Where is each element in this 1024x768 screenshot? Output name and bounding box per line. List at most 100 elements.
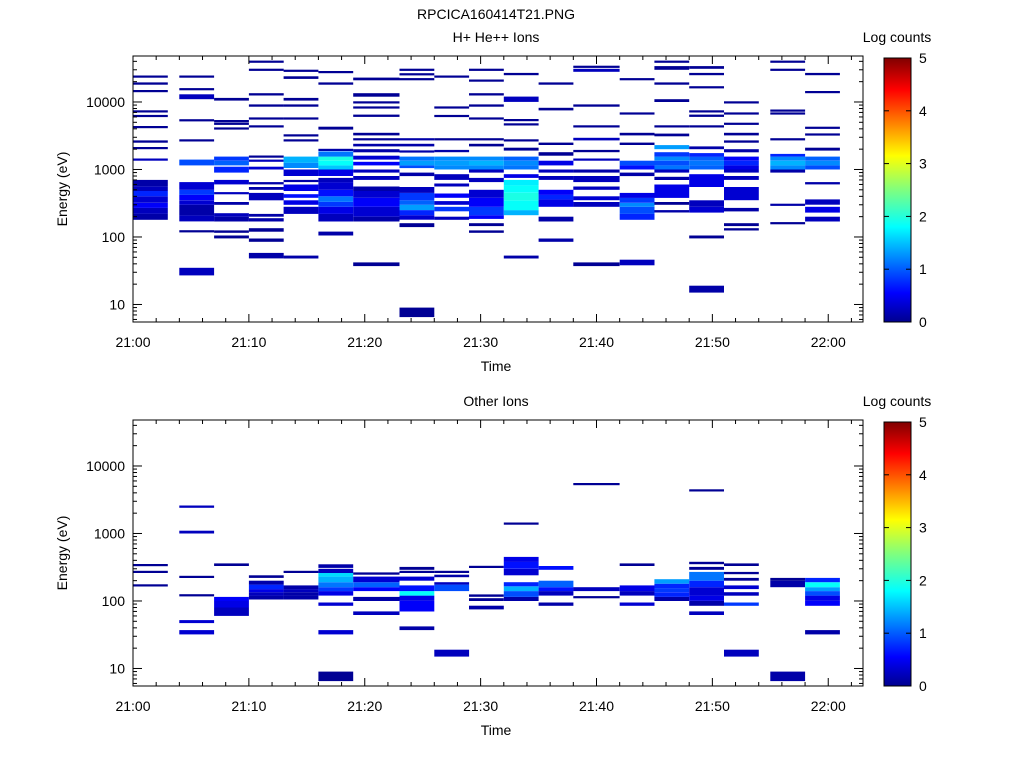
heatmap-cell	[724, 169, 759, 173]
heatmap-cell	[770, 138, 806, 141]
heatmap-cell	[469, 68, 504, 71]
heatmap-cell	[538, 176, 574, 180]
x-tick-label: 21:40	[579, 334, 614, 350]
heatmap-cell	[248, 93, 284, 96]
heatmap-cell	[805, 595, 840, 601]
x-tick-label: 21:20	[347, 698, 382, 714]
heatmap-cell	[724, 176, 759, 180]
heatmap-cell	[689, 72, 724, 76]
colorbar-tick-label: 4	[919, 467, 927, 483]
panel-bottom-y-label: Energy (eV)	[54, 516, 70, 591]
heatmap-cell	[318, 213, 354, 222]
heatmap-cell	[503, 522, 539, 525]
heatmap-cell	[248, 159, 284, 162]
heatmap-cell	[353, 191, 400, 198]
heatmap-cell	[318, 630, 354, 635]
heatmap-cell	[399, 138, 435, 141]
panel-bottom-colorbar-scale	[883, 421, 912, 687]
heatmap-cell	[503, 591, 539, 597]
heatmap-cell	[434, 75, 470, 78]
x-tick-label: 21:10	[231, 334, 266, 350]
heatmap-cell	[283, 179, 319, 183]
heatmap-cell	[353, 77, 400, 81]
heatmap-cell	[318, 169, 354, 176]
heatmap-cell	[399, 307, 435, 318]
heatmap-cell	[133, 82, 168, 85]
heatmap-cell	[805, 133, 840, 136]
heatmap-cell	[538, 566, 574, 570]
heatmap-cell	[724, 156, 759, 161]
heatmap-cell	[538, 142, 574, 145]
heatmap-cell	[318, 160, 354, 166]
heatmap-cell	[248, 238, 284, 242]
heatmap-cell	[805, 587, 840, 592]
heatmap-cell	[503, 123, 539, 126]
panel-bottom-x-label: Time	[481, 722, 512, 738]
heatmap-cell	[469, 215, 504, 219]
heatmap-cell	[619, 602, 655, 606]
heatmap-cell	[689, 587, 724, 596]
y-tick-label: 10000	[86, 94, 125, 110]
panel-bottom-y-ticks: 10 100 1000 10000	[86, 424, 863, 684]
heatmap-cell	[179, 630, 215, 635]
heatmap-cell	[318, 576, 354, 583]
heatmap-cell	[399, 160, 435, 166]
heatmap-cell	[214, 156, 249, 161]
panel-top-colorbar-scale	[883, 57, 912, 323]
heatmap-cell	[654, 145, 690, 150]
heatmap-cell	[619, 197, 655, 203]
heatmap-cell	[318, 177, 354, 183]
heatmap-cell	[214, 563, 249, 566]
panel-top-colorbar: Log counts 0 1 2 3 4 5	[863, 29, 932, 330]
heatmap-cell	[689, 86, 724, 89]
heatmap-cell	[469, 169, 504, 173]
heatmap-cell	[133, 114, 168, 118]
heatmap-cell	[353, 161, 400, 166]
heatmap-cell	[538, 591, 574, 596]
heatmap-cell	[469, 223, 504, 227]
heatmap-cell	[353, 114, 400, 117]
heatmap-cell	[248, 584, 284, 590]
heatmap-cell	[133, 158, 168, 161]
heatmap-cell	[724, 187, 759, 201]
heatmap-cell	[133, 110, 168, 113]
heatmap-cell	[689, 153, 724, 157]
heatmap-cell	[248, 213, 284, 217]
heatmap-cell	[283, 104, 319, 107]
heatmap-cell	[399, 165, 435, 169]
heatmap-cell	[573, 158, 620, 161]
heatmap-cell	[619, 202, 655, 207]
heatmap-cell	[689, 200, 724, 207]
heatmap-cell	[654, 579, 690, 584]
heatmap-cell	[538, 580, 574, 588]
heatmap-cell	[689, 595, 724, 601]
heatmap-cell	[434, 574, 470, 578]
heatmap-cell	[724, 577, 759, 581]
heatmap-cell	[503, 582, 539, 587]
heatmap-cell	[248, 218, 284, 222]
heatmap-cell	[469, 143, 504, 147]
heatmap-cell	[353, 106, 400, 109]
heatmap-cell	[214, 596, 249, 601]
heatmap-cell	[179, 575, 215, 578]
heatmap-cell	[770, 222, 806, 225]
heatmap-cell	[724, 571, 759, 575]
heatmap-cell	[214, 97, 249, 101]
heatmap-cell	[353, 587, 400, 592]
heatmap-cell	[619, 591, 655, 596]
heatmap-cell	[503, 72, 539, 76]
heatmap-cell	[434, 156, 470, 161]
heatmap-cell	[283, 134, 319, 137]
y-tick-label: 10	[109, 296, 125, 312]
heatmap-cell	[248, 182, 284, 185]
heatmap-cell	[318, 602, 354, 606]
heatmap-cell	[573, 149, 620, 153]
heatmap-cell	[318, 573, 354, 577]
heatmap-cell	[248, 575, 284, 578]
heatmap-cell	[724, 160, 759, 166]
heatmap-cell	[133, 213, 168, 220]
heatmap-cell	[214, 607, 249, 616]
heatmap-cell	[434, 201, 470, 205]
heatmap-cell	[770, 577, 806, 581]
heatmap-cell	[805, 160, 840, 166]
